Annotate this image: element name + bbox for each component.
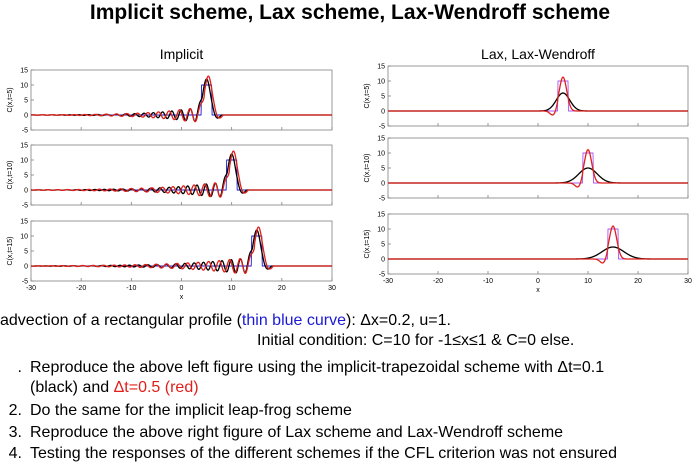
plot-panel: 15 10 5 0 -5 C(x,t=15) -30 -20 -10 0 10 20 30 x — [364, 212, 692, 295]
series-line — [387, 225, 689, 264]
caption-highlight-blue: thin blue curve — [241, 312, 346, 329]
y-axis-label: C(x,t=15) — [364, 230, 371, 259]
x-tick-label: 0 — [180, 285, 184, 292]
plot-frame — [30, 69, 333, 131]
y-tick-label: 5 — [24, 98, 28, 105]
y-tick-label: 10 — [377, 227, 385, 234]
plot-panel: 15 10 5 0 -5 C(x,t=15) -30 -20 -10 0 10 20 30 x — [7, 219, 336, 302]
series-line — [387, 149, 689, 188]
item-text: Testing the responses of the different s… — [30, 445, 617, 462]
chart-title: Lax, Lax-Wendroff — [481, 46, 595, 62]
x-tick-label: -30 — [26, 285, 36, 292]
figure-implicit: Implicit 15 10 5 0 -5 C(x,t=5) 15 10 5 0 -5 C(x,t=10… — [7, 46, 336, 302]
x-tick-label: 20 — [634, 278, 642, 285]
item-number: 4. — [8, 445, 22, 462]
y-tick-label: 10 — [377, 79, 385, 86]
plot-panel: 15 10 5 0 -5 C(x,t=10) — [7, 143, 333, 210]
plot-frame — [387, 65, 689, 127]
x-tick-label: -30 — [383, 278, 393, 285]
y-tick-label: 0 — [381, 109, 385, 116]
item-text: Do the same for the implicit leap-frog s… — [30, 402, 352, 419]
item-text: Reproduce the above right figure of Lax … — [30, 424, 564, 441]
x-tick-label: 10 — [584, 278, 592, 285]
x-tick-label: 0 — [536, 278, 540, 285]
y-tick-label: -5 — [22, 279, 28, 286]
series-line — [387, 76, 689, 116]
task-item-1-cont: (black) and Δt=0.5 (red) — [0, 379, 199, 397]
y-tick-label: 5 — [381, 166, 385, 173]
y-tick-label: 15 — [20, 68, 28, 75]
x-tick-label: 20 — [278, 285, 286, 292]
y-tick-label: 5 — [24, 249, 28, 256]
y-tick-label: 15 — [20, 219, 28, 226]
y-axis-label: C(x,t=10) — [364, 154, 371, 183]
caption-text: advection of a rectangular profile ( — [0, 312, 242, 329]
y-tick-label: 0 — [381, 257, 385, 264]
plot-frame — [30, 220, 333, 282]
caption-line-1: advection of a rectangular profile (thin… — [0, 312, 451, 330]
x-tick-label: 30 — [328, 285, 336, 292]
y-tick-label: 15 — [20, 143, 28, 150]
plot-panel: 15 10 5 0 -5 C(x,t=5) — [7, 68, 333, 135]
y-tick-label: 10 — [377, 151, 385, 158]
y-tick-label: 5 — [24, 173, 28, 180]
y-axis-label: C(x,t=5) — [7, 87, 14, 112]
y-tick-label: 10 — [20, 234, 28, 241]
task-item-4: 4. Testing the responses of the different… — [0, 445, 617, 463]
item-text: Reproduce the above left figure using th… — [30, 359, 605, 376]
y-axis-label: C(x,t=5) — [364, 83, 371, 108]
x-axis-label: x — [536, 287, 540, 294]
figure-lax: Lax, Lax-Wendroff 15 10 5 0 -5 C(x,t=5) 15 10 5 0 -… — [364, 46, 692, 295]
y-tick-label: 5 — [381, 94, 385, 101]
y-tick-label: -5 — [379, 124, 385, 131]
plot-frame — [387, 213, 689, 275]
y-axis-label: C(x,t=15) — [7, 237, 14, 266]
x-tick-label: -20 — [433, 278, 443, 285]
y-tick-label: 10 — [20, 83, 28, 90]
task-item-3: 3. Reproduce the above right figure of La… — [0, 424, 563, 442]
y-tick-label: 0 — [24, 188, 28, 195]
x-axis-label: x — [180, 294, 184, 301]
chart-title: Implicit — [160, 46, 204, 62]
y-tick-label: 15 — [377, 64, 385, 71]
slide-title: Implicit scheme, Lax scheme, Lax-Wendrof… — [89, 1, 611, 24]
y-tick-label: 0 — [24, 113, 28, 120]
x-tick-label: -10 — [483, 278, 493, 285]
y-tick-label: 0 — [381, 181, 385, 188]
plot-frame — [30, 144, 333, 206]
y-axis-label: C(x,t=10) — [7, 161, 14, 190]
item-number: 2. — [8, 402, 22, 419]
y-tick-label: 0 — [24, 264, 28, 271]
x-tick-label: -10 — [126, 285, 136, 292]
x-tick-label: -20 — [76, 285, 86, 292]
item-number: 3. — [8, 424, 22, 441]
item-text: (black) and — [30, 379, 114, 396]
y-tick-label: -5 — [22, 203, 28, 210]
plot-frame — [387, 137, 689, 199]
x-tick-label: 10 — [228, 285, 236, 292]
plot-panel: 15 10 5 0 -5 C(x,t=10) — [364, 136, 689, 203]
item-highlight-red: Δt=0.5 (red) — [113, 379, 199, 396]
series-line — [30, 75, 333, 123]
y-tick-label: 10 — [20, 158, 28, 165]
series-line — [30, 150, 333, 198]
x-tick-label: 30 — [684, 278, 692, 285]
y-tick-label: -5 — [379, 272, 385, 279]
series-line — [30, 226, 333, 275]
y-tick-label: 5 — [381, 242, 385, 249]
y-tick-label: 15 — [377, 212, 385, 219]
y-tick-label: 15 — [377, 136, 385, 143]
task-item-1: . Reproduce the above left figure using t… — [0, 359, 605, 377]
y-tick-label: -5 — [22, 128, 28, 135]
plot-panel: 15 10 5 0 -5 C(x,t=5) — [364, 64, 689, 131]
caption-line-2: Initial condition: C=10 for -1≤x≤1 & C=0… — [257, 332, 575, 349]
task-item-2: 2. Do the same for the implicit leap-frog… — [0, 402, 352, 420]
caption-text: ): Δx=0.2, u=1. — [345, 312, 451, 329]
item-number: . — [17, 359, 22, 376]
y-tick-label: -5 — [379, 196, 385, 203]
